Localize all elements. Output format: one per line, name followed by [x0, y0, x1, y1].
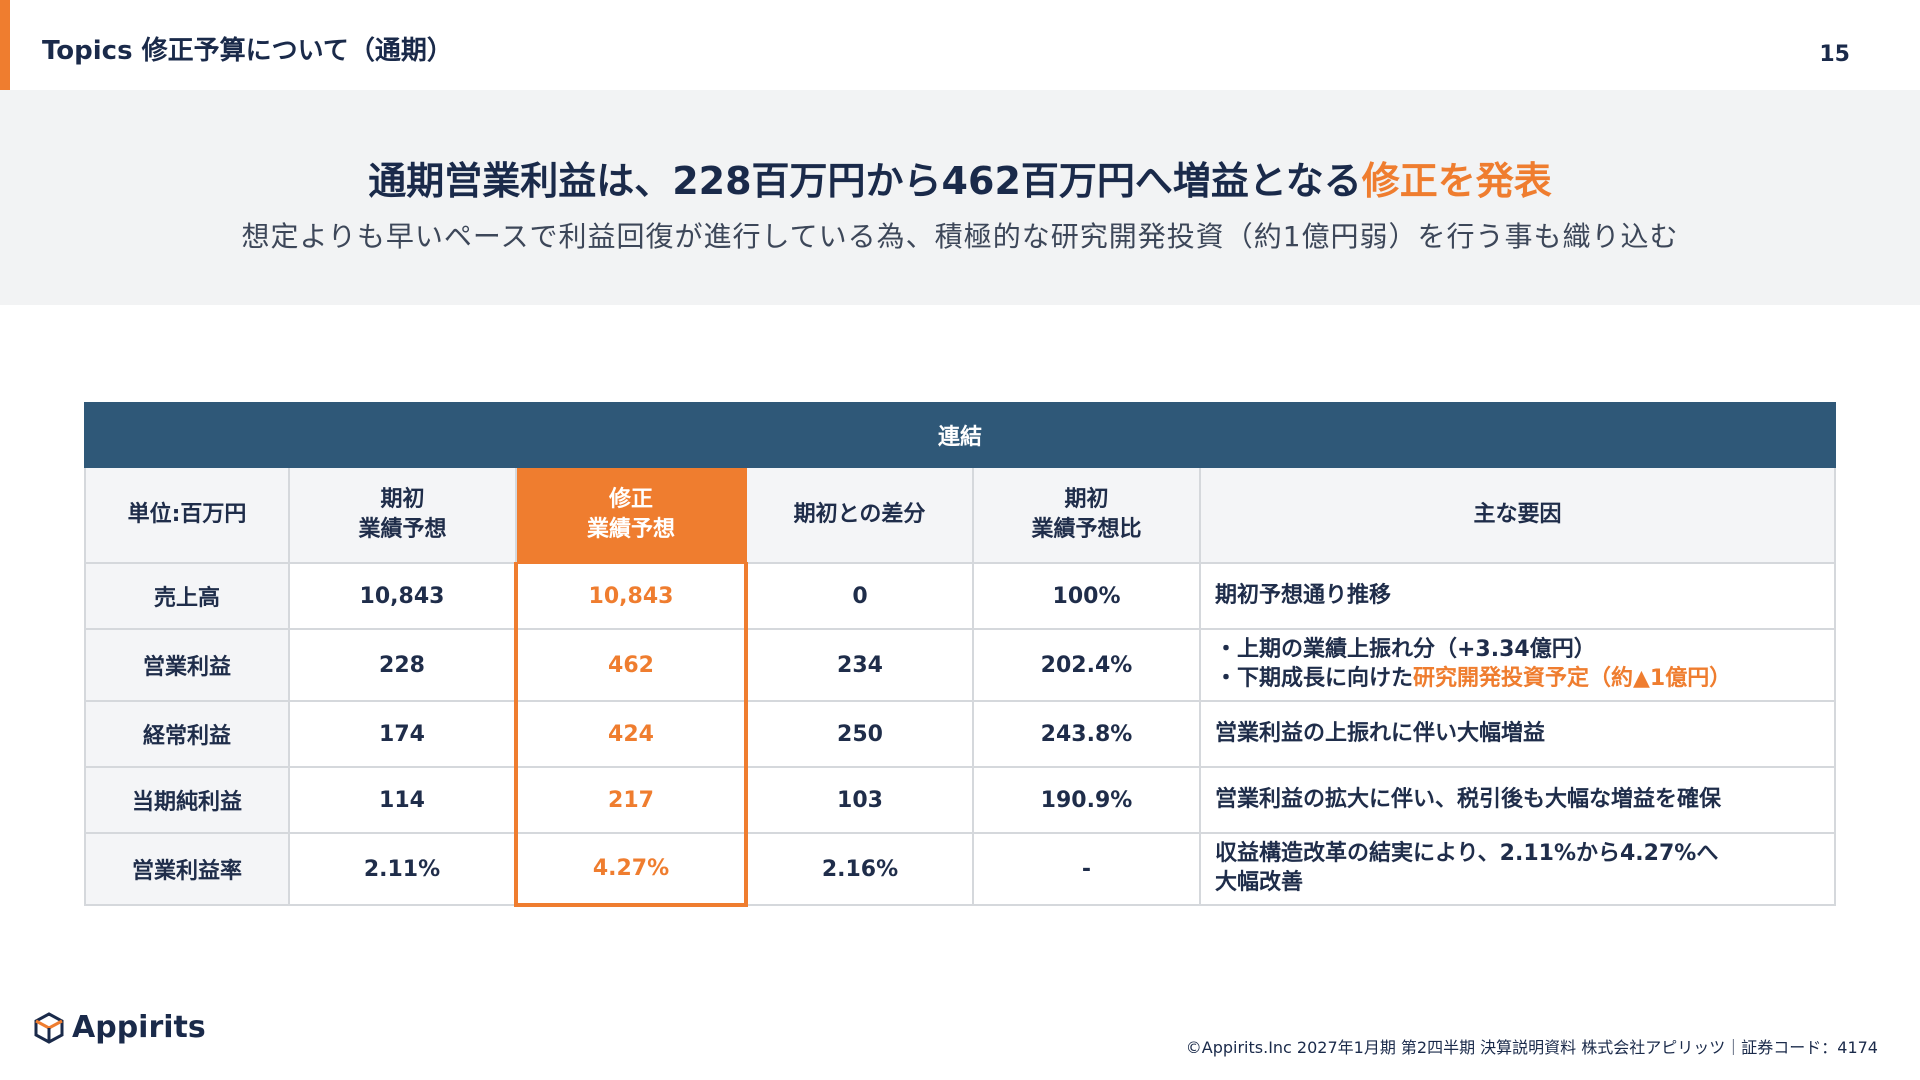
reason-line: ・下期成長に向けた研究開発投資予定（約▲1億円）	[1215, 666, 1732, 691]
footer-copyright: ©Appirits.Inc 2027年1月期 第2四半期 決算説明資料 株式会社…	[1185, 1038, 1878, 1057]
cell-diff: 234	[745, 628, 974, 702]
forecast-table-container: 連結 単位:百万円 期初 業績予想 修正 業績予想 期初との差分 期初 業績予想比 主…	[84, 402, 1836, 907]
cell-initial: 2.11%	[288, 832, 517, 906]
reason-line: ・上期の業績上振れ分（+3.34億円）	[1215, 637, 1596, 663]
table-row: 営業利益 228 462 234 202.4% ・上期の業績上振れ分（+3.34…	[84, 628, 1836, 702]
table-row: 営業利益率 2.11% 4.27% 2.16% - 収益構造改革の結実により、2…	[84, 832, 1836, 907]
cell-reason: ・上期の業績上振れ分（+3.34億円） ・下期成長に向けた研究開発投資予定（約▲…	[1199, 628, 1836, 702]
col-header-reason: 主な要因	[1199, 466, 1836, 564]
cell-initial: 114	[288, 766, 517, 834]
cell-revised: 4.27%	[514, 832, 748, 907]
cell-reason: 収益構造改革の結実により、2.11%から4.27%へ 大幅改善	[1199, 832, 1836, 906]
reason-accent: 研究開発投資予定（約▲1億円）	[1413, 666, 1732, 691]
accent-bar	[0, 0, 10, 90]
col-header-ratio: 期初 業績予想比	[972, 466, 1201, 564]
cell-ratio: 202.4%	[972, 628, 1201, 702]
headline-subline: 想定よりも早いペースで利益回復が進行している為、積極的な研究開発投資（約1億円弱…	[241, 220, 1679, 253]
cell-initial: 10,843	[288, 562, 517, 630]
cell-diff: 103	[745, 766, 974, 834]
cell-reason: 期初予想通り推移	[1199, 562, 1836, 630]
cell-revised: 217	[514, 766, 748, 834]
reason-line: 大幅改善	[1215, 870, 1304, 895]
col-header-initial: 期初 業績予想	[288, 466, 517, 564]
cell-ratio: 100%	[972, 562, 1201, 630]
group-header-consolidated: 連結	[84, 402, 1836, 468]
logo-text: Appirits	[72, 1010, 206, 1045]
col-header-revised: 修正 業績予想	[515, 466, 747, 564]
appirits-logo: Appirits	[34, 1010, 206, 1045]
cell-diff: 250	[745, 700, 974, 768]
headline: 通期営業利益は、228百万円から462百万円へ増益となる修正を発表	[0, 150, 1920, 205]
cell-initial: 174	[288, 700, 517, 768]
row-label: 売上高	[84, 562, 290, 630]
cell-diff: 0	[745, 562, 974, 630]
col-header-unit: 単位:百万円	[84, 466, 290, 564]
col-header-diff: 期初との差分	[745, 466, 974, 564]
headline-accent: 修正を発表	[1361, 159, 1552, 203]
cube-icon	[34, 1011, 64, 1044]
table-row: 経常利益 174 424 250 243.8% 営業利益の上振れに伴い大幅増益	[84, 700, 1836, 768]
cell-diff: 2.16%	[745, 832, 974, 906]
reason-line: 収益構造改革の結実により、2.11%から4.27%へ	[1215, 841, 1719, 867]
table-row: 当期純利益 114 217 103 190.9% 営業利益の拡大に伴い、税引後も…	[84, 766, 1836, 834]
cell-reason: 営業利益の上振れに伴い大幅増益	[1199, 700, 1836, 768]
page-number: 15	[1819, 42, 1850, 67]
row-label: 経常利益	[84, 700, 290, 768]
topic-title: Topics 修正予算について（通期）	[42, 36, 453, 66]
cell-ratio: -	[972, 832, 1201, 906]
cell-initial: 228	[288, 628, 517, 702]
cell-ratio: 243.8%	[972, 700, 1201, 768]
cell-revised: 462	[514, 628, 748, 702]
cell-reason: 営業利益の拡大に伴い、税引後も大幅な増益を確保	[1199, 766, 1836, 834]
cell-revised: 424	[514, 700, 748, 768]
forecast-table: 連結 単位:百万円 期初 業績予想 修正 業績予想 期初との差分 期初 業績予想比 主…	[84, 402, 1836, 907]
row-label: 営業利益	[84, 628, 290, 702]
summary-banner: 通期営業利益は、228百万円から462百万円へ増益となる修正を発表 想定よりも早…	[0, 90, 1920, 305]
row-label: 営業利益率	[84, 832, 290, 906]
cell-revised: 10,843	[514, 562, 748, 630]
cell-ratio: 190.9%	[972, 766, 1201, 834]
table-row: 売上高 10,843 10,843 0 100% 期初予想通り推移	[84, 562, 1836, 630]
headline-main: 通期営業利益は、228百万円から462百万円へ増益となる	[368, 159, 1362, 203]
row-label: 当期純利益	[84, 766, 290, 834]
